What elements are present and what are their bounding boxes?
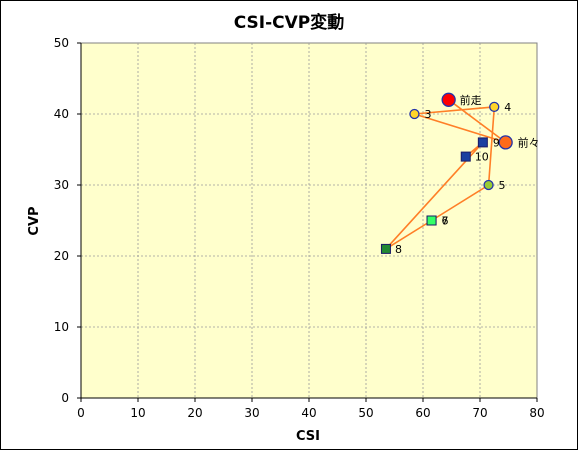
- chart-title: CSI-CVP変動: [234, 12, 345, 33]
- data-label-前々: 前々: [518, 135, 540, 149]
- y-tick-label: 50: [54, 36, 69, 50]
- data-point-前々: [498, 135, 513, 150]
- x-tick-label: 50: [358, 406, 373, 420]
- x-tick-label: 70: [472, 406, 487, 420]
- plot-area: 0 10 20 30 40 50 60 70 8001020304050前走前々34567891…: [54, 36, 545, 420]
- data-label-10: 10: [475, 151, 489, 164]
- data-label-4: 4: [504, 101, 511, 114]
- data-point-6: [426, 215, 437, 226]
- y-tick-label: 40: [54, 107, 69, 121]
- x-tick-label: 0: [77, 406, 85, 420]
- x-tick-label: 30: [244, 406, 259, 420]
- y-axis-label: CVP: [27, 206, 42, 235]
- y-tick-label: 30: [54, 178, 69, 192]
- data-label-5: 5: [499, 179, 506, 192]
- x-tick-label: 60: [415, 406, 430, 420]
- x-axis-label: CSI: [296, 429, 320, 444]
- data-point-5: [483, 179, 494, 191]
- y-tick-label: 0: [61, 391, 69, 405]
- data-point-前走: [441, 92, 456, 107]
- x-tick-label: 10: [130, 406, 145, 420]
- x-tick-label: 20: [187, 406, 202, 420]
- data-point-8: [380, 243, 391, 254]
- data-label-7: 7: [442, 215, 449, 228]
- x-tick-label: 40: [301, 406, 316, 420]
- data-point-9: [477, 137, 488, 148]
- x-tick-label: 80: [529, 406, 544, 420]
- data-label-前走: 前走: [460, 93, 482, 107]
- y-tick-label: 20: [54, 249, 69, 263]
- y-tick-label: 10: [54, 320, 69, 334]
- data-label-8: 8: [395, 243, 402, 256]
- data-label-3: 3: [424, 108, 431, 121]
- data-point-10: [460, 151, 471, 162]
- data-label-9: 9: [493, 136, 500, 149]
- data-label-6: 6: [442, 215, 449, 228]
- data-point-4: [489, 101, 500, 113]
- data-point-3: [409, 108, 420, 120]
